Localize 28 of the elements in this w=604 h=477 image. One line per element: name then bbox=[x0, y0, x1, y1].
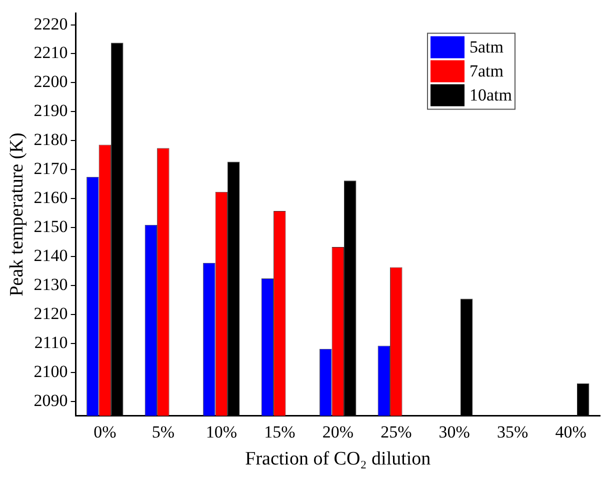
y-tick-label: 2220 bbox=[34, 14, 68, 34]
x-tick-label: 35% bbox=[497, 422, 528, 442]
y-tick-label: 2210 bbox=[34, 43, 68, 62]
y-tick-label: 2140 bbox=[34, 246, 68, 265]
x-axis-title: Fraction of CO₂ dilution bbox=[245, 448, 432, 470]
x-tick-label: 25% bbox=[380, 422, 412, 442]
y-tick-label: 2120 bbox=[34, 304, 68, 323]
y-tick-label: 2190 bbox=[34, 101, 68, 120]
x-tick-label: 15% bbox=[264, 422, 296, 442]
y-axis-title: Peak temperature (K) bbox=[6, 132, 28, 296]
x-tick-label: 10% bbox=[206, 422, 237, 442]
y-tick-label: 2130 bbox=[34, 274, 68, 294]
legend-label: 10atm bbox=[470, 86, 512, 105]
y-tick-label: 2150 bbox=[34, 217, 68, 236]
y-tick-label: 2200 bbox=[34, 72, 68, 92]
x-tick-label: 0% bbox=[94, 422, 116, 442]
x-tick-label: 30% bbox=[438, 422, 470, 442]
x-tick-label: 20% bbox=[322, 422, 354, 442]
y-tick-label: 2180 bbox=[34, 130, 68, 150]
y-tick-label: 2110 bbox=[34, 332, 68, 352]
x-tick-label: 40% bbox=[555, 422, 586, 442]
y-tick-label: 2160 bbox=[34, 188, 68, 208]
y-tick-label: 2090 bbox=[34, 390, 68, 410]
legend-label: 5atm bbox=[470, 38, 504, 57]
y-tick-label: 2100 bbox=[34, 362, 68, 381]
y-tick-label: 2170 bbox=[34, 159, 68, 178]
x-tick-label: 5% bbox=[152, 422, 175, 442]
legend-label: 7atm bbox=[470, 62, 504, 81]
